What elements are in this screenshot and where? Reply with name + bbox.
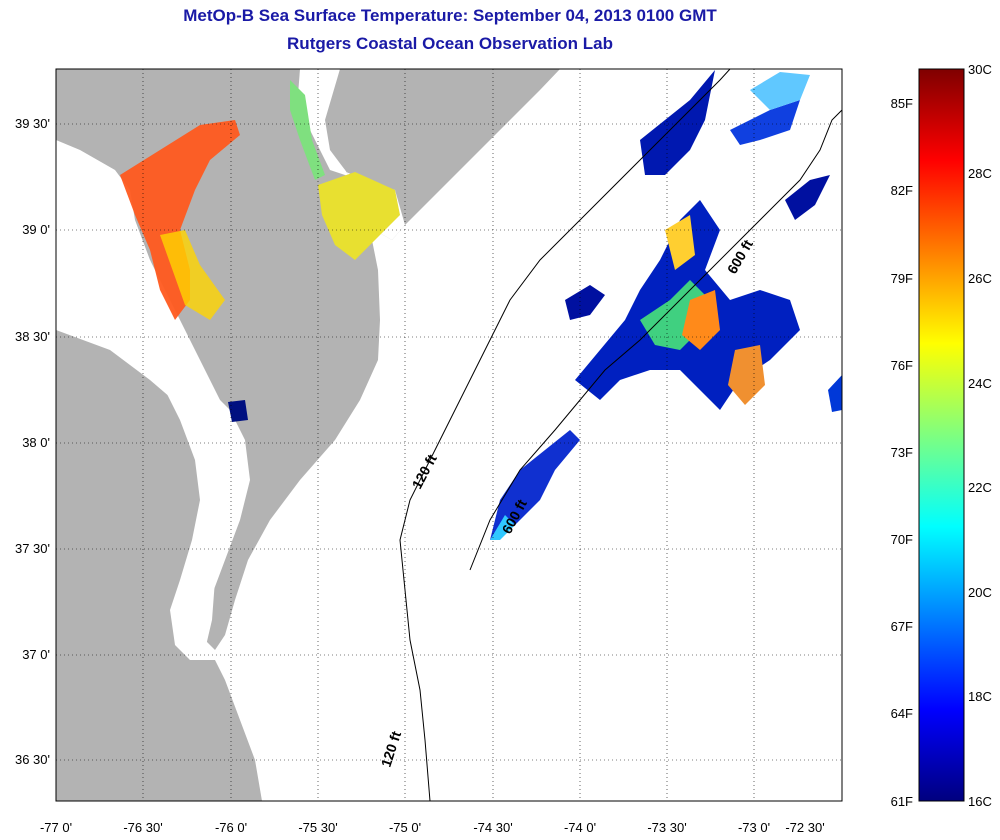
- colorbar-f-label: 61F: [891, 794, 913, 809]
- colorbar-c-label: 22C: [968, 480, 992, 495]
- lat-label: 38 0': [22, 435, 50, 450]
- map-subtitle: Rutgers Coastal Ocean Observation Lab: [287, 34, 613, 53]
- colorbar-f-label: 85F: [891, 96, 913, 111]
- contour-600ft: [469, 109, 842, 571]
- colorbar-f-label: 67F: [891, 619, 913, 634]
- colorbar-f-label: 79F: [891, 271, 913, 286]
- lon-label: -73 0': [738, 820, 770, 835]
- lon-label: -75 0': [389, 820, 421, 835]
- colorbar-c-label: 20C: [968, 585, 992, 600]
- colorbar-f-label: 70F: [891, 532, 913, 547]
- colorbar-celsius-labels: 30C 28C 26C 24C 22C 20C 18C 16C: [968, 62, 992, 809]
- sst-offshore-blue-7: [828, 375, 842, 412]
- colorbar-c-label: 26C: [968, 271, 992, 286]
- sst-chesapeake-edge: [160, 230, 225, 320]
- lat-label: 39 0': [22, 222, 50, 237]
- sst-offshore-blue-4: [730, 100, 800, 145]
- lon-label: -72 30': [785, 820, 824, 835]
- lat-label: 37 0': [22, 647, 50, 662]
- sst-offshore-orange-2: [728, 345, 765, 405]
- lon-label: -75 30': [298, 820, 337, 835]
- latitude-labels: 39 30' 39 0' 38 30' 38 0' 37 30' 37 0' 3…: [15, 116, 50, 767]
- colorbar-fahrenheit-labels: 85F 82F 79F 76F 73F 70F 67F 64F 61F: [891, 96, 913, 809]
- colorbar-c-label: 18C: [968, 689, 992, 704]
- land-virginia: [56, 330, 262, 801]
- lat-label: 36 30': [15, 752, 50, 767]
- lat-label: 39 30': [15, 116, 50, 131]
- lon-label: -76 0': [215, 820, 247, 835]
- colorbar-c-label: 24C: [968, 376, 992, 391]
- colorbar-c-label: 28C: [968, 166, 992, 181]
- sst-delmarva-small: [228, 400, 248, 422]
- depth-contours: [399, 69, 842, 801]
- colorbar-f-label: 76F: [891, 358, 913, 373]
- colorbar-c-label: 30C: [968, 62, 992, 77]
- gridlines: [55, 69, 843, 801]
- sst-offshore-blue-1: [490, 430, 580, 540]
- sst-offshore-cyan: [490, 515, 515, 540]
- lon-label: -77 0': [40, 820, 72, 835]
- colorbar-f-label: 64F: [891, 706, 913, 721]
- lat-label: 37 30': [15, 541, 50, 556]
- longitude-labels: -77 0' -76 30' -76 0' -75 30' -75 0' -74…: [40, 820, 825, 835]
- lon-label: -73 30': [647, 820, 686, 835]
- sst-offshore-blue-6: [565, 285, 605, 320]
- lon-label: -74 0': [564, 820, 596, 835]
- lon-label: -74 30': [473, 820, 512, 835]
- sst-delaware-bay: [318, 172, 400, 260]
- sst-offshore-blue-5: [785, 175, 830, 220]
- lon-label: -76 30': [123, 820, 162, 835]
- colorbar: [918, 68, 965, 802]
- colorbar-f-label: 73F: [891, 445, 913, 460]
- sst-offshore-yellow: [665, 215, 695, 270]
- sst-delaware-upper: [290, 80, 325, 180]
- contour-120ft: [399, 69, 731, 801]
- map-title: MetOp-B Sea Surface Temperature: Septemb…: [183, 6, 717, 25]
- colorbar-f-label: 82F: [891, 183, 913, 198]
- chesapeake-bay: [130, 260, 235, 660]
- colorbar-c-label: 16C: [968, 794, 992, 809]
- lat-label: 38 30': [15, 329, 50, 344]
- sst-offshore-cyan-2: [750, 72, 810, 110]
- sst-offshore-orange: [682, 290, 720, 350]
- map-frame: [55, 68, 843, 802]
- sst-chesapeake-upper: [120, 120, 240, 320]
